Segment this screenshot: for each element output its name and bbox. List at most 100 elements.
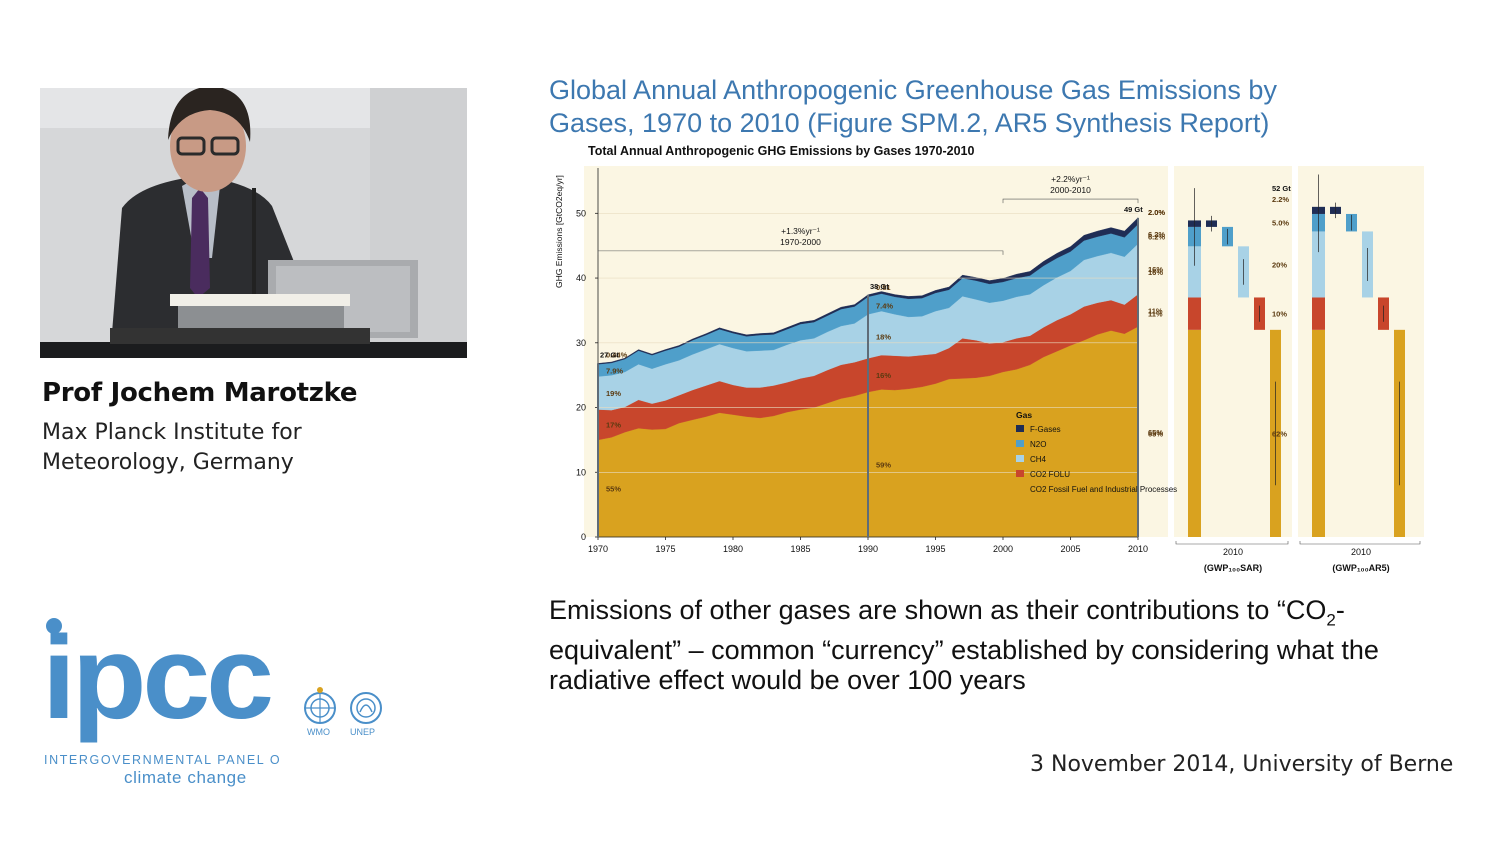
legend-title: Gas [1016, 410, 1032, 420]
side-panel-sar-stack-segment [1188, 297, 1201, 330]
total-label: 38 Gt [870, 282, 889, 291]
percentage-label: 7.4% [876, 302, 893, 311]
total-label: 49 Gt [1124, 205, 1143, 214]
y-tick-label: 40 [576, 273, 586, 283]
legend-label: CH4 [1030, 455, 1047, 464]
side-panel-sar-percentage-label: 65% [1148, 429, 1163, 438]
x-tick-label: 2010 [1128, 544, 1148, 554]
caption-part-1: Emissions of other gases are shown as th… [549, 595, 1327, 625]
y-tick-label: 30 [576, 338, 586, 348]
percentage-label: 7.9% [606, 366, 623, 375]
x-tick-label: 1970 [588, 544, 608, 554]
percentage-label: 19% [606, 389, 621, 398]
y-tick-label: 20 [576, 403, 586, 413]
y-axis-label: GHG Emissions [GtCO2eq/yr] [554, 175, 564, 288]
side-panel-ar5-percentage-label: 20% [1272, 260, 1287, 269]
side-panel-sar-stack-segment [1188, 246, 1201, 298]
growth-bracket [597, 250, 1004, 255]
legend: Gas F-Gases N2O CH4 CO2 FOLU CO2 Fossil Fuel … [1016, 410, 1177, 494]
footer-date-venue: 3 November 2014, University of Berne [1030, 752, 1454, 777]
side-panel-ar5-bracket [1299, 541, 1421, 545]
percentage-label: 65% [1148, 428, 1163, 437]
x-tick-label: 2005 [1060, 544, 1080, 554]
chart-title: Total Annual Anthropogenic GHG Emissions… [588, 144, 974, 158]
side-panel-ar5-stack-segment [1312, 329, 1325, 537]
growth-bracket [1002, 198, 1139, 204]
y-tick-label: 50 [576, 208, 586, 218]
speaker-video [40, 88, 467, 358]
percentage-label: 2.0% [1148, 208, 1165, 217]
percentage-label: 0.44% [606, 351, 628, 360]
side-panel-sar-bracket [1175, 541, 1289, 545]
legend-swatch [1016, 485, 1024, 492]
side-panel-sar-percentage-label: 16% [1148, 268, 1163, 277]
chart-svg: Total Annual Anthropogenic GHG Emissions… [554, 144, 1424, 573]
side-panel-sar-percentage-label: 11% [1148, 310, 1163, 319]
legend-label: F-Gases [1030, 425, 1061, 434]
percentage-label: 11% [1148, 306, 1163, 315]
ipcc-wordmark: ipcc [42, 612, 271, 744]
ipcc-line-1: INTERGOVERNMENTAL PANEL ON [44, 753, 280, 767]
percentage-label: 59% [876, 460, 891, 469]
legend-swatch [1016, 455, 1024, 462]
x-tick-label: 1975 [655, 544, 675, 554]
legend-label: CO2 FOLU [1030, 470, 1070, 479]
affiliation-line-2: Meteorology, Germany [42, 450, 294, 475]
growth-rate-label: +1.3%yr⁻¹ [781, 226, 820, 236]
slide-title-line-2: Gases, 1970 to 2010 (Figure SPM.2, AR5 S… [549, 108, 1270, 138]
ipcc-logo: ipcc INTERGOVERNMENTAL PANEL ON climate … [42, 612, 280, 787]
side-panel-ar5-percentage-label: 2.2% [1272, 195, 1289, 204]
slide-caption: Emissions of other gases are shown as th… [549, 595, 1449, 695]
growth-rate-label: +2.2%yr⁻¹ [1051, 174, 1090, 184]
x-tick-label: 1990 [858, 544, 878, 554]
caption-subscript: 2 [1326, 610, 1336, 630]
percentage-label: 18% [876, 332, 891, 341]
growth-period-label: 2000-2010 [1050, 185, 1091, 195]
ghg-emissions-chart: Total Annual Anthropogenic GHG Emissions… [548, 138, 1432, 580]
slide-title: Global Annual Anthropogenic Greenhouse G… [549, 74, 1409, 140]
legend-swatch [1016, 440, 1024, 447]
legend-label: N2O [1030, 440, 1046, 449]
x-tick-label: 1985 [790, 544, 810, 554]
side-panel-ar5-total-label: 52 Gt [1272, 184, 1291, 193]
y-tick-label: 0 [581, 532, 586, 542]
partner-logos: WMO UNEP [304, 687, 382, 737]
percentage-label: 55% [606, 484, 621, 493]
side-panel-ar5-percentage-label: 62% [1272, 429, 1287, 438]
annotations: 0.44% 7.9% 19% 17% 55% 0.81 7.4% 18% 16% 59% 2.0% 6… [597, 174, 1165, 537]
side-panel-sar-percentage-label: 2.0% [1148, 208, 1165, 217]
percentage-label: 16% [1148, 265, 1163, 274]
affiliation-line-1: Max Planck Institute for [42, 420, 302, 445]
caption-part-2: -equivalent” – common “currency” establi… [549, 595, 1379, 696]
side-panel-ar5-stack-segment [1312, 231, 1325, 298]
speaker-video-frame [40, 88, 467, 358]
legend-label: CO2 Fossil Fuel and Industrial Processes [1030, 485, 1177, 494]
unep-logo-icon [350, 692, 382, 724]
speaker-name: Prof Jochem Marotzke [42, 378, 358, 408]
side-panels: 2.0% 6.2% 16% 11% 65% 2010 (GWP₁₀₀SAR) 2.2% 5.0%… [1148, 174, 1421, 573]
percentage-label: 6.2% [1148, 230, 1165, 239]
x-tick-label: 1995 [925, 544, 945, 554]
percentage-label: 17% [606, 421, 621, 430]
y-tick-label: 10 [576, 467, 586, 477]
side-panel-sar-metric-label: (GWP₁₀₀SAR) [1204, 563, 1262, 573]
growth-period-label: 1970-2000 [780, 237, 821, 247]
total-label: 27 Gt [600, 350, 619, 359]
side-panel-ar5-metric-label: (GWP₁₀₀AR5) [1332, 563, 1389, 573]
x-tick-label: 2000 [993, 544, 1013, 554]
side-panel-ar5-percentage-label: 10% [1272, 310, 1287, 319]
wmo-label: WMO [307, 727, 330, 737]
wmo-logo-icon [304, 687, 336, 724]
side-panel-sar-percentage-label: 6.2% [1148, 233, 1165, 242]
legend-swatch [1016, 425, 1024, 432]
x-tick-label: 1980 [723, 544, 743, 554]
percentage-label: 16% [876, 371, 891, 380]
percentage-label: 0.81 [876, 283, 891, 292]
legend-swatch [1016, 470, 1024, 477]
ipcc-line-2: climate change [124, 768, 247, 787]
side-panel-sar-year-label: 2010 [1223, 547, 1243, 557]
slide-title-line-1: Global Annual Anthropogenic Greenhouse G… [549, 75, 1277, 105]
side-panel-ar5-stack-segment [1312, 297, 1325, 330]
unep-label: UNEP [350, 727, 375, 737]
side-panel-ar5-percentage-label: 5.0% [1272, 219, 1289, 228]
